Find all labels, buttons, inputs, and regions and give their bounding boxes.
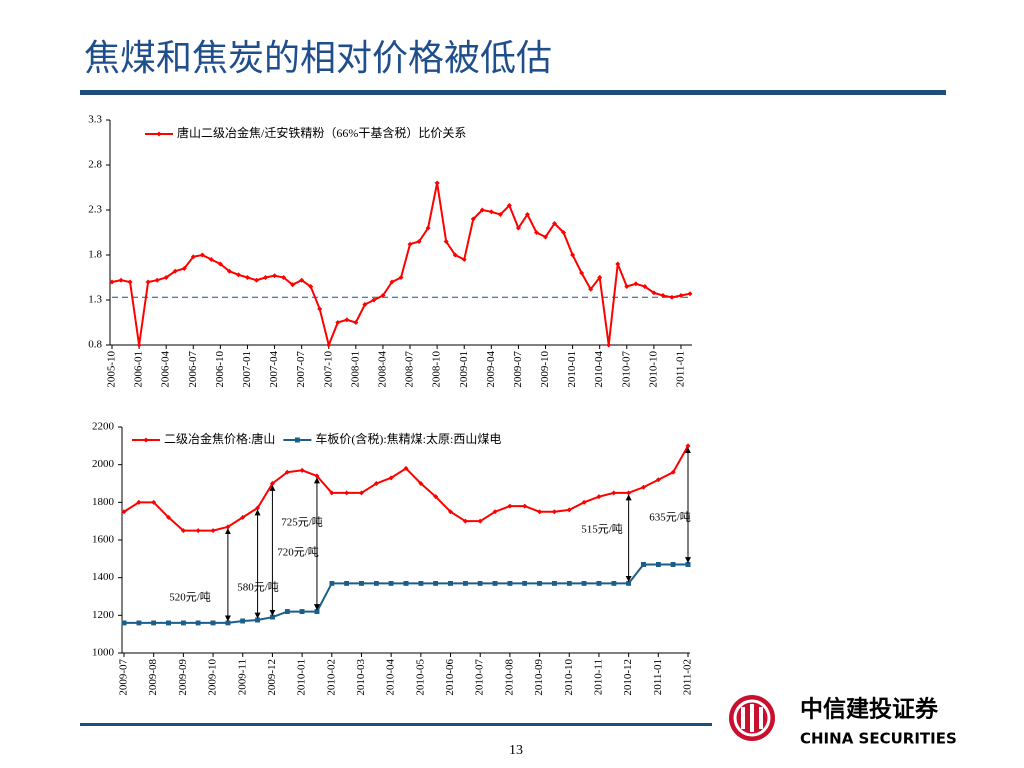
x-tick-label: 2008-10 xyxy=(431,351,443,388)
x-tick-label: 2009-07 xyxy=(118,659,130,696)
series-line xyxy=(121,443,691,534)
x-tick-label: 2009-10 xyxy=(539,351,551,388)
x-tick-label: 2010-12 xyxy=(622,659,634,696)
x-tick-label: 2009-11 xyxy=(236,659,248,695)
annotation-label: 580元/吨 xyxy=(237,581,279,594)
x-tick-label: 2010-03 xyxy=(355,659,367,696)
x-tick-label: 2006-10 xyxy=(214,351,226,388)
x-tick-label: 2009-08 xyxy=(147,659,159,696)
legend-label: 车板价(含税):焦精煤:太原:西山煤电 xyxy=(315,431,501,446)
annotation-label: 515元/吨 xyxy=(581,523,623,536)
x-tick-label: 2007-04 xyxy=(268,351,280,388)
x-tick-label: 2010-01 xyxy=(296,659,308,696)
legend-label: 二级冶金焦价格:唐山 xyxy=(164,431,275,446)
y-tick-label: 1.8 xyxy=(88,249,102,261)
chart: 1000 1200 1400 1600 1800 2000 2200 2009-07 2009-… xyxy=(92,421,694,696)
footer-rule xyxy=(80,723,712,726)
x-tick-label: 2010-07 xyxy=(474,659,486,696)
x-tick-label: 2009-12 xyxy=(266,659,278,696)
logo-bar xyxy=(741,707,745,729)
x-tick-label: 2007-10 xyxy=(322,351,334,388)
x-tick-label: 2010-10 xyxy=(563,659,575,696)
annotation-label: 725元/吨 xyxy=(281,516,323,529)
y-tick-label: 1.3 xyxy=(88,294,102,306)
y-tick-label: 1200 xyxy=(92,609,115,621)
x-tick-label: 2009-01 xyxy=(458,351,470,388)
x-tick-label: 2009-04 xyxy=(485,351,497,388)
logo-name-cn: 中信建投证券 xyxy=(800,696,939,723)
annotation-label: 720元/吨 xyxy=(277,546,319,559)
x-tick-label: 2009-10 xyxy=(207,659,219,696)
x-tick-label: 2010-04 xyxy=(385,659,397,696)
x-tick-label: 2006-07 xyxy=(187,351,199,388)
y-tick-label: 2.3 xyxy=(88,204,102,216)
x-tick-label: 2010-02 xyxy=(325,659,337,696)
series-line xyxy=(121,561,691,626)
y-tick-label: 2.8 xyxy=(88,159,102,171)
slide-title: 焦煤和焦炭的相对价格被低估 xyxy=(84,38,552,79)
y-tick-label: 0.8 xyxy=(88,339,102,351)
y-tick-label: 1600 xyxy=(92,534,115,546)
annotation-label: 635元/吨 xyxy=(649,511,691,524)
x-tick-label: 2011-01 xyxy=(652,659,664,695)
x-tick-label: 2008-01 xyxy=(349,351,361,388)
x-tick-label: 2006-01 xyxy=(133,351,145,388)
chart: 0.8 1.3 1.8 2.3 2.8 3.3 2005-10 2006-01 2006-04 2… xyxy=(88,114,693,388)
y-tick-label: 1800 xyxy=(92,496,115,508)
x-tick-label: 2009-07 xyxy=(512,351,524,388)
logo-name-en: CHINA SECURITIES xyxy=(800,730,957,748)
y-tick-label: 1000 xyxy=(92,647,115,659)
x-tick-label: 2007-01 xyxy=(241,351,253,388)
logo: 中信建投证券 CHINA SECURITIES xyxy=(729,695,957,748)
title-rule xyxy=(80,90,946,95)
x-tick-label: 2006-04 xyxy=(160,351,172,388)
x-tick-label: 2010-07 xyxy=(620,351,632,388)
x-tick-label: 2010-08 xyxy=(503,659,515,696)
logo-bar xyxy=(759,707,763,729)
x-tick-label: 2011-02 xyxy=(682,659,694,695)
x-tick-label: 2008-07 xyxy=(404,351,416,388)
annotation-label: 520元/吨 xyxy=(169,591,211,604)
x-tick-label: 2010-09 xyxy=(533,659,545,696)
x-tick-label: 2007-07 xyxy=(295,351,307,388)
page-number: 13 xyxy=(509,743,523,758)
y-tick-label: 2000 xyxy=(92,458,115,470)
x-tick-label: 2010-06 xyxy=(444,659,456,696)
legend-label: 唐山二级冶金焦/迁安铁精粉（66%干基含税）比价关系 xyxy=(177,125,466,140)
y-tick-label: 1400 xyxy=(92,571,115,583)
x-tick-label: 2010-05 xyxy=(414,659,426,696)
x-tick-label: 2011-01 xyxy=(675,351,687,387)
series-line xyxy=(109,180,693,349)
y-tick-label: 2200 xyxy=(92,421,115,433)
logo-ring xyxy=(733,699,771,737)
x-tick-label: 2008-04 xyxy=(376,351,388,388)
x-tick-label: 2005-10 xyxy=(106,351,118,388)
x-tick-label: 2010-10 xyxy=(647,351,659,388)
x-tick-label: 2009-09 xyxy=(177,659,189,696)
logo-bar xyxy=(750,704,754,732)
y-tick-label: 3.3 xyxy=(88,114,102,126)
x-tick-label: 2010-04 xyxy=(593,351,605,388)
x-tick-label: 2010-01 xyxy=(566,351,578,388)
x-tick-label: 2010-11 xyxy=(592,659,604,695)
